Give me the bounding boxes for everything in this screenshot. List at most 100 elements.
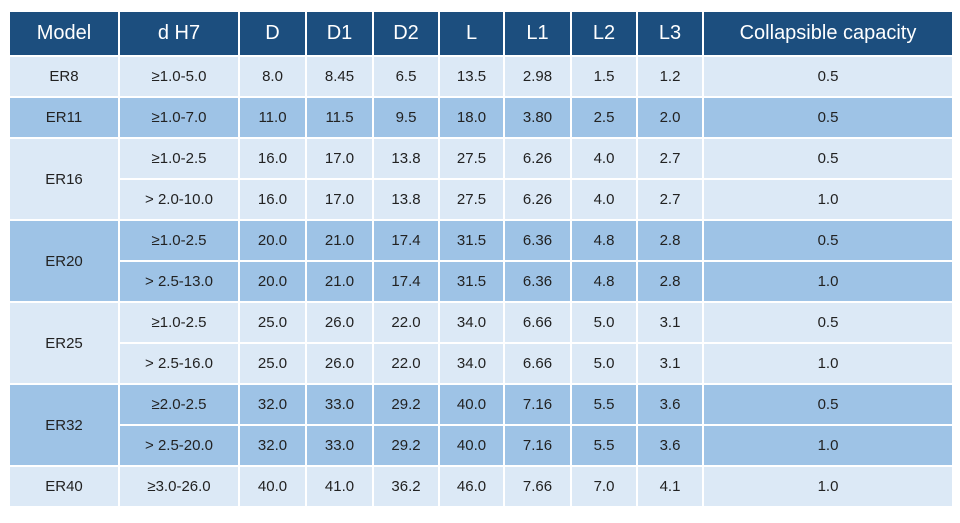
data-cell: > 2.5-16.0 [118,342,240,385]
data-cell: 29.2 [372,424,440,467]
data-cell: 36.2 [372,465,440,508]
data-cell: 31.5 [438,260,505,303]
data-cell: 20.0 [238,260,307,303]
header-cell: Collapsible capacity [702,10,954,57]
data-cell: ≥1.0-5.0 [118,55,240,98]
data-cell: 27.5 [438,178,505,221]
data-cell: 34.0 [438,342,505,385]
table-body: ER8 ≥1.0-5.0 8.0 8.45 6.5 13.5 2.98 1.5 1.2 0.5 ER… [8,55,954,508]
data-cell: 4.8 [570,219,638,262]
data-cell: 1.0 [702,342,954,385]
data-cell: 0.5 [702,301,954,344]
data-cell: 3.6 [636,383,704,426]
data-cell: 16.0 [238,178,307,221]
table-row: ER40 ≥3.0-26.0 40.0 41.0 36.2 46.0 7.66 7.0 4.1 1… [8,465,954,508]
table-row: ER8 ≥1.0-5.0 8.0 8.45 6.5 13.5 2.98 1.5 1.2 0.5 [8,55,954,98]
data-cell: 40.0 [438,383,505,426]
data-cell: 6.36 [503,260,572,303]
data-cell: 1.0 [702,424,954,467]
data-cell: 5.5 [570,383,638,426]
table-container: Model d H7 D D1 D2 L L1 L2 L3 Collapsible capacit… [8,10,954,508]
data-cell: 33.0 [305,424,374,467]
model-cell: ER40 [8,465,120,508]
data-cell: 20.0 [238,219,307,262]
data-cell: 26.0 [305,342,374,385]
data-cell: 33.0 [305,383,374,426]
data-cell: 32.0 [238,424,307,467]
data-cell: 25.0 [238,342,307,385]
data-cell: 1.0 [702,465,954,508]
data-cell: 3.80 [503,96,572,139]
header-cell: L1 [503,10,572,57]
data-cell: 11.0 [238,96,307,139]
data-cell: 2.98 [503,55,572,98]
data-cell: ≥1.0-2.5 [118,137,240,180]
data-cell: ≥3.0-26.0 [118,465,240,508]
header-cell: d H7 [118,10,240,57]
data-cell: 6.5 [372,55,440,98]
data-cell: 1.2 [636,55,704,98]
data-cell: 8.0 [238,55,307,98]
data-cell: 17.4 [372,260,440,303]
data-cell: 40.0 [238,465,307,508]
data-cell: 2.7 [636,178,704,221]
data-cell: 2.5 [570,96,638,139]
data-cell: 21.0 [305,219,374,262]
data-cell: 7.16 [503,424,572,467]
table-row: ER11 ≥1.0-7.0 11.0 11.5 9.5 18.0 3.80 2.5 2.0 0.5 [8,96,954,139]
data-cell: 6.26 [503,137,572,180]
model-cell: ER8 [8,55,120,98]
data-cell: 17.0 [305,137,374,180]
data-cell: 21.0 [305,260,374,303]
data-cell: 17.0 [305,178,374,221]
data-cell: 2.0 [636,96,704,139]
data-cell: 0.5 [702,96,954,139]
data-cell: 0.5 [702,219,954,262]
data-cell: 2.8 [636,219,704,262]
data-cell: 0.5 [702,137,954,180]
data-cell: 1.0 [702,178,954,221]
data-cell: 18.0 [438,96,505,139]
data-cell: 3.1 [636,342,704,385]
data-cell: 6.66 [503,301,572,344]
data-cell: 6.26 [503,178,572,221]
table-row: > 2.5-16.0 25.0 26.0 22.0 34.0 6.66 5.0 3.1 1.0 [9,342,954,385]
data-cell: 0.5 [702,383,954,426]
data-cell: 2.7 [636,137,704,180]
data-cell: 9.5 [372,96,440,139]
data-cell: 7.0 [570,465,638,508]
table-row: > 2.5-20.0 32.0 33.0 29.2 40.0 7.16 5.5 3.6 1.0 [9,424,954,467]
header-cell: D2 [372,10,440,57]
data-cell: 27.5 [438,137,505,180]
data-cell: 1.0 [702,260,954,303]
data-cell: ≥1.0-7.0 [118,96,240,139]
header-cell: L3 [636,10,704,57]
header-cell: D1 [305,10,374,57]
data-cell: 6.66 [503,342,572,385]
model-cell: ER20 [8,219,120,303]
data-cell: 4.0 [570,178,638,221]
data-cell: 17.4 [372,219,440,262]
data-cell: 46.0 [438,465,505,508]
model-cell: ER16 [8,137,120,221]
header-cell: L [438,10,505,57]
data-cell: 7.66 [503,465,572,508]
data-cell: 22.0 [372,301,440,344]
data-cell: 22.0 [372,342,440,385]
data-cell: 32.0 [238,383,307,426]
data-cell: 4.1 [636,465,704,508]
data-cell: 4.0 [570,137,638,180]
data-cell: 5.5 [570,424,638,467]
table-row: > 2.5-13.0 20.0 21.0 17.4 31.5 6.36 4.8 2.8 1.0 [9,260,954,303]
header-cell: L2 [570,10,638,57]
data-cell: 34.0 [438,301,505,344]
data-cell: 3.6 [636,424,704,467]
data-cell: 0.5 [702,55,954,98]
header-cell: D [238,10,307,57]
data-cell: ≥1.0-2.5 [118,301,240,344]
model-cell: ER32 [8,383,120,467]
data-cell: 6.36 [503,219,572,262]
data-cell: 3.1 [636,301,704,344]
data-cell: 31.5 [438,219,505,262]
